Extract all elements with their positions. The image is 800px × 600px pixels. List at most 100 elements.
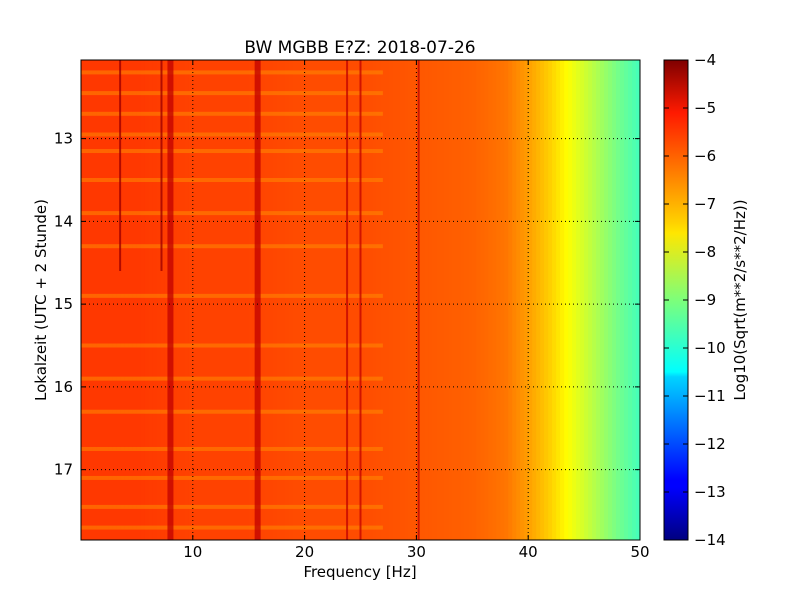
heatmap-column bbox=[368, 60, 374, 540]
heatmap-column bbox=[536, 60, 541, 540]
heatmap-column bbox=[360, 60, 366, 540]
x-axis-label: Frequency [Hz] bbox=[303, 563, 416, 581]
heatmap-column bbox=[384, 60, 390, 540]
heatmap-column bbox=[196, 60, 202, 540]
heatmap-column bbox=[464, 60, 469, 540]
heatmap-column bbox=[604, 60, 609, 540]
heatmap-column bbox=[528, 60, 533, 540]
heatmap-column bbox=[372, 60, 378, 540]
heatmap-column bbox=[164, 60, 170, 540]
broadband-event-rows bbox=[81, 70, 383, 530]
heatmap-column bbox=[428, 60, 433, 540]
heatmap-column bbox=[224, 60, 230, 540]
heatmap-column bbox=[304, 60, 310, 540]
broadband-event bbox=[81, 91, 383, 96]
colorbar-tick-label: −6 bbox=[694, 147, 716, 165]
heatmap-column bbox=[120, 60, 126, 540]
heatmap-column bbox=[412, 60, 417, 540]
heatmap-column bbox=[176, 60, 182, 540]
plot-area bbox=[81, 60, 640, 540]
heatmap-column bbox=[456, 60, 461, 540]
colorbar-tick-label: −9 bbox=[694, 291, 716, 309]
colorbar-tick-label: −11 bbox=[694, 387, 726, 405]
heatmap-column bbox=[280, 60, 286, 540]
heatmap-column bbox=[81, 60, 86, 540]
heatmap-column bbox=[364, 60, 370, 540]
heatmap-column bbox=[476, 60, 481, 540]
heatmap-column bbox=[560, 60, 565, 540]
y-tick-label: 13 bbox=[54, 130, 73, 148]
heatmap-column bbox=[480, 60, 485, 540]
heatmap-column bbox=[624, 60, 629, 540]
heatmap-column bbox=[500, 60, 505, 540]
persistent-line bbox=[167, 60, 174, 540]
heatmap-column bbox=[276, 60, 282, 540]
heatmap-column bbox=[620, 60, 625, 540]
colorbar-label: Log10(Sqrt(m**2/s**2/Hz)) bbox=[731, 199, 749, 400]
heatmap-column bbox=[400, 60, 406, 540]
heatmap-column bbox=[392, 60, 398, 540]
heatmap-column bbox=[632, 60, 637, 540]
heatmap-column bbox=[260, 60, 266, 540]
heatmap-column bbox=[92, 60, 98, 540]
heatmap-column bbox=[100, 60, 106, 540]
broadband-event bbox=[81, 409, 383, 414]
chart-title: BW MGBB E?Z: 2018-07-26 bbox=[244, 38, 475, 58]
heatmap-column bbox=[308, 60, 314, 540]
heatmap-column bbox=[228, 60, 234, 540]
heatmap-column bbox=[544, 60, 549, 540]
x-tick-label: 10 bbox=[183, 543, 202, 561]
heatmap-column bbox=[136, 60, 142, 540]
heatmap-column bbox=[608, 60, 613, 540]
heatmap-column bbox=[376, 60, 382, 540]
heatmap-column bbox=[144, 60, 150, 540]
y-tick-label: 14 bbox=[54, 212, 73, 230]
heatmap-column bbox=[336, 60, 342, 540]
persistent-line bbox=[359, 60, 362, 540]
heatmap-column bbox=[268, 60, 274, 540]
heatmap-column bbox=[188, 60, 194, 540]
persistent-line bbox=[254, 60, 261, 540]
heatmap-column bbox=[84, 60, 90, 540]
heatmap-column bbox=[452, 60, 457, 540]
heatmap-column bbox=[588, 60, 593, 540]
heatmap-column bbox=[160, 60, 166, 540]
heatmap-column bbox=[484, 60, 489, 540]
heatmap-column bbox=[208, 60, 214, 540]
heatmap-column bbox=[332, 60, 338, 540]
heatmap-column bbox=[460, 60, 465, 540]
colorbar-tick-label: −7 bbox=[694, 195, 716, 213]
heatmap-column bbox=[444, 60, 449, 540]
heatmap-column bbox=[124, 60, 130, 540]
heatmap-column bbox=[524, 60, 529, 540]
heatmap-column bbox=[552, 60, 557, 540]
x-tick-label: 30 bbox=[407, 543, 426, 561]
heatmap-column bbox=[612, 60, 617, 540]
broadband-event bbox=[81, 343, 383, 348]
heatmap-column bbox=[156, 60, 162, 540]
heatmap-column bbox=[556, 60, 561, 540]
x-tick-label: 40 bbox=[519, 543, 538, 561]
y-tick-label: 16 bbox=[54, 378, 73, 396]
heatmap-column bbox=[300, 60, 306, 540]
colorbar-tick-label: −5 bbox=[694, 99, 716, 117]
heatmap-column bbox=[548, 60, 553, 540]
grid-lines bbox=[81, 60, 640, 540]
plot-frame bbox=[80, 59, 641, 541]
heatmap-column bbox=[328, 60, 334, 540]
heatmap-column bbox=[516, 60, 521, 540]
heatmap-column bbox=[584, 60, 589, 540]
heatmap-column bbox=[200, 60, 206, 540]
broadband-event bbox=[81, 525, 383, 530]
heatmap-column bbox=[440, 60, 445, 540]
heatmap-column bbox=[472, 60, 477, 540]
y-axis-ticks: 13 14 15 16 17 bbox=[54, 130, 640, 479]
colorbar-tick-label: −13 bbox=[694, 483, 726, 501]
heatmap-column bbox=[628, 60, 633, 540]
heatmap-column bbox=[432, 60, 437, 540]
heatmap-column bbox=[292, 60, 298, 540]
persistent-line bbox=[417, 60, 420, 540]
y-tick-label: 15 bbox=[54, 295, 73, 313]
heatmap-column bbox=[220, 60, 226, 540]
